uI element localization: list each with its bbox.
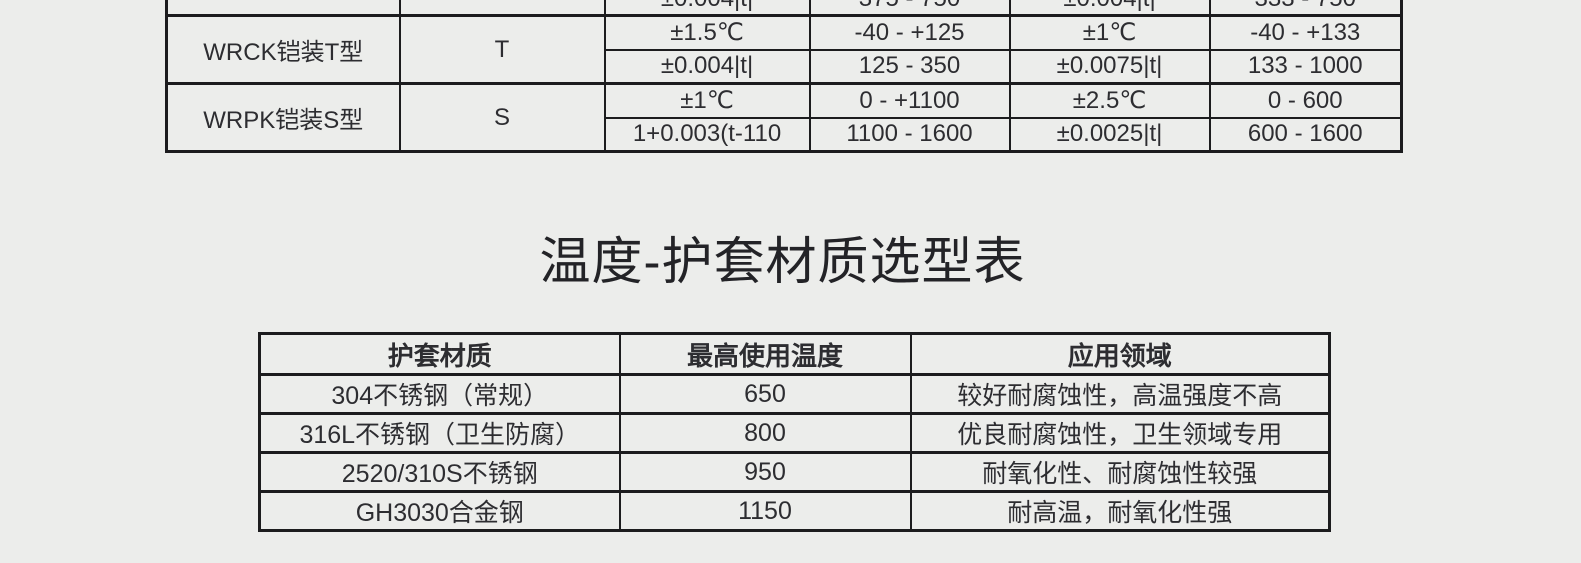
material-max-temp-cell: 1150 [618, 490, 912, 532]
spec-row: ±0.004|t| 125 - 350 ±0.0075|t| 133 - 1000 [167, 48, 1403, 85]
spec-model-cell: WRCK铠装T型 [165, 14, 401, 85]
spec-value-cell: ±2.5℃ [1008, 82, 1211, 119]
spec-value-cell: ±0.004|t| [603, 48, 811, 85]
spec-clipped-cell [398, 0, 606, 17]
spec-value-cell: 600 - 1600 [1208, 116, 1403, 153]
spec-value-cell: -40 - +133 [1208, 14, 1403, 51]
spec-row: WRCK铠装T型 T ±1.5℃ -40 - +125 ±1℃ -40 - +133 [165, 14, 1403, 85]
material-row: 304不锈钢（常规） 650 较好耐腐蚀性，高温强度不高 [258, 373, 1331, 415]
thermocouple-spec-table: ±0.004|t|375 - 750±0.004|t|333 - 750WRCK… [165, 0, 1403, 153]
spec-row: WRPK铠装S型 S ±1℃ 0 - +1100 ±2.5℃ 0 - 600 [165, 82, 1403, 153]
spec-row-clipped: ±0.004|t|375 - 750±0.004|t|333 - 750 [165, 0, 1403, 17]
material-header-cell: 应用领域 [909, 332, 1331, 376]
material-application-cell: 优良耐腐蚀性，卫生领域专用 [909, 412, 1331, 454]
spec-clipped-cell: ±0.004|t| [603, 0, 811, 17]
spec-value-cell: 0 - 600 [1208, 82, 1403, 119]
spec-index-code-cell: S [398, 82, 606, 153]
spec-value-cell: ±1.5℃ [603, 14, 811, 51]
spec-value-cell: 1100 - 1600 [808, 116, 1011, 153]
material-selection-table: 护套材质 最高使用温度 应用领域 304不锈钢（常规） 650 较好耐腐蚀性，高温强度不… [258, 332, 1331, 532]
material-application-cell: 耐氧化性、耐腐蚀性较强 [909, 451, 1331, 493]
spec-index-code-cell: T [398, 14, 606, 85]
material-header-cell: 护套材质 [258, 332, 621, 376]
spec-model-cell: WRPK铠装S型 [165, 82, 401, 153]
material-section-title: 温度-护套材质选型表 [539, 233, 1026, 290]
spec-value-cell: 1+0.003(t-110 [603, 116, 811, 153]
material-table-header-row: 护套材质 最高使用温度 应用领域 [258, 332, 1331, 376]
material-row: 316L不锈钢（卫生防腐） 800 优良耐腐蚀性，卫生领域专用 [258, 412, 1331, 454]
material-max-temp-cell: 800 [618, 412, 912, 454]
spec-value-cell: 125 - 350 [808, 48, 1011, 85]
material-name-cell: 2520/310S不锈钢 [258, 451, 621, 493]
spec-value-cell: 0 - +1100 [808, 82, 1011, 119]
spec-row: 1+0.003(t-110 1100 - 1600 ±0.0025|t| 600 - … [167, 116, 1403, 153]
thermocouple-spec-table-body: ±0.004|t|375 - 750±0.004|t|333 - 750WRCK… [165, 0, 1403, 153]
spec-value-cell: ±1℃ [603, 82, 811, 119]
material-application-cell: 耐高温，耐氧化性强 [909, 490, 1331, 532]
spec-value-cell: 133 - 1000 [1208, 48, 1403, 85]
material-header-cell: 最高使用温度 [618, 332, 912, 376]
material-row: 2520/310S不锈钢 950 耐氧化性、耐腐蚀性较强 [258, 451, 1331, 493]
material-name-cell: 316L不锈钢（卫生防腐） [258, 412, 621, 454]
material-application-cell: 较好耐腐蚀性，高温强度不高 [909, 373, 1331, 415]
material-max-temp-cell: 650 [618, 373, 912, 415]
spec-value-cell: ±0.0075|t| [1008, 48, 1211, 85]
material-row: GH3030合金钢 1150 耐高温，耐氧化性强 [258, 490, 1331, 532]
material-table-body: 304不锈钢（常规） 650 较好耐腐蚀性，高温强度不高 316L不锈钢（卫生防腐） 8… [258, 373, 1331, 532]
spec-value-cell: ±1℃ [1008, 14, 1211, 51]
material-name-cell: GH3030合金钢 [258, 490, 621, 532]
material-max-temp-cell: 950 [618, 451, 912, 493]
spec-clipped-cell: 333 - 750 [1208, 0, 1403, 17]
spec-value-cell: -40 - +125 [808, 14, 1011, 51]
material-name-cell: 304不锈钢（常规） [258, 373, 621, 415]
spec-value-cell: ±0.0025|t| [1008, 116, 1211, 153]
spec-clipped-cell [165, 0, 401, 17]
spec-clipped-cell: ±0.004|t| [1008, 0, 1211, 17]
spec-clipped-cell: 375 - 750 [808, 0, 1011, 17]
